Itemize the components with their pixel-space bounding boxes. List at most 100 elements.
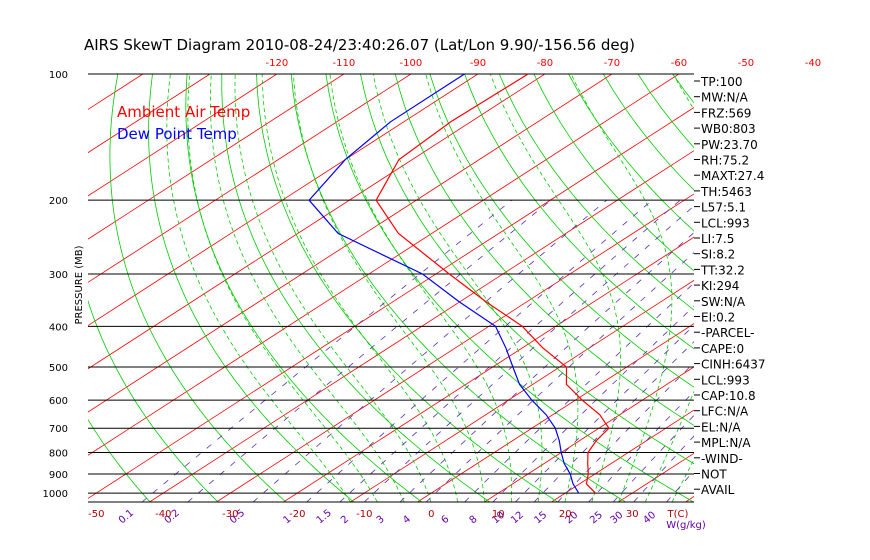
legend: Ambient Air Temp Dew Point Temp (117, 103, 250, 143)
index-value: CAPE:0 (701, 342, 744, 356)
dry-adiabat-line (394, 74, 694, 426)
mixing-ratio-line (363, 205, 694, 502)
isotherm-line (88, 74, 345, 240)
isobar-layer (88, 73, 694, 503)
moist-adiabat-line (644, 74, 694, 502)
top-temp-tick-label: -40 (805, 58, 821, 69)
pressure-tick-label: 200 (49, 196, 68, 207)
dry-adiabat-line (109, 74, 287, 502)
isotherm-line (0, 74, 76, 502)
isotherm-line (820, 74, 870, 502)
grid-layer (0, 74, 870, 502)
mixing-ratio-label: 15 (532, 510, 549, 527)
mixing-ratio-line (339, 199, 681, 502)
top-temp-tick-label: -70 (604, 58, 620, 69)
mixing-ratio-line (492, 305, 694, 502)
index-value: LCL:993 (701, 373, 750, 387)
dry-adiabat-line (777, 74, 870, 502)
isotherm-line (216, 193, 694, 502)
bottom-temp-tick-label: -40 (155, 509, 171, 520)
dry-adiabat-line (360, 74, 694, 465)
moist-adiabat-line (425, 74, 579, 502)
mixing-ratio-line (141, 199, 513, 502)
legend-ambient-air-temp: Ambient Air Temp (117, 103, 250, 121)
moist-adiabat-line (489, 74, 621, 502)
isotherm-line (484, 366, 694, 502)
index-value: NOT (701, 468, 727, 482)
axis-layer: 0.1 0.2 0.5 1 1.5 2 3 4 6 8 10 12 15 20 25 30 4010020030… (43, 58, 822, 531)
index-value: RH:75.2 (701, 154, 749, 168)
temperature-profile-line (375, 74, 610, 494)
mixing-ratio-label: 8 (468, 514, 480, 527)
mixing-ratio-line (633, 435, 694, 502)
top-temp-tick-label: -120 (266, 58, 289, 69)
mixing-ratio-line (464, 282, 694, 502)
y-axis-label: PRESSURE (MB) (74, 245, 85, 324)
bottom-temp-tick-label: -50 (88, 509, 104, 520)
chart-title: AIRS SkewT Diagram 2010-08-24/23:40:26.0… (84, 36, 635, 54)
index-value: TP:100 (700, 75, 743, 89)
pressure-tick-label: 700 (49, 424, 68, 435)
index-value: EI:0.2 (701, 311, 735, 325)
bottom-temp-tick-label: -20 (289, 509, 305, 520)
isotherm-line (88, 74, 546, 370)
index-value: MPL:N/A (701, 436, 751, 450)
mixing-ratio-label: 1 (281, 514, 293, 527)
isotherm-line (88, 107, 694, 499)
dry-adiabat-line (846, 74, 870, 502)
moist-adiabat-line (293, 74, 485, 502)
index-value: LCL:993 (701, 216, 750, 230)
dry-adiabat-line (533, 74, 694, 272)
pressure-tick-label: 100 (49, 70, 68, 81)
isotherm-line (88, 74, 278, 197)
isotherm-line (753, 74, 870, 502)
bottom-temp-tick-label: 10 (492, 509, 505, 520)
pressure-tick-label: 900 (49, 470, 68, 481)
pressure-tick-label: 600 (49, 396, 68, 407)
index-value: EL:N/A (701, 420, 741, 434)
isotherm-line (417, 323, 694, 502)
bottom-temp-tick-label: -30 (222, 509, 238, 520)
moist-adiabat-line (372, 74, 543, 502)
dry-adiabat-line (429, 74, 694, 388)
mixing-ratio-line (187, 199, 552, 502)
isotherm-line (88, 74, 479, 327)
isotherm-line (88, 74, 680, 456)
dry-adiabat-line (498, 74, 694, 311)
temp-unit-label: T(C) (667, 509, 689, 520)
mixing-ratio-line (252, 199, 607, 502)
mixing-ratio-label: 12 (509, 510, 526, 527)
pressure-tick-label: 500 (49, 363, 68, 374)
index-value: SW:N/A (701, 295, 746, 309)
mixing-ratio-label: 30 (609, 510, 626, 527)
dry-adiabat-line (148, 74, 355, 502)
bottom-temp-tick-label: 20 (559, 509, 572, 520)
isotherm-line (350, 279, 694, 502)
bottom-temp-tick-label: -10 (356, 509, 372, 520)
dry-adiabat-line (256, 74, 558, 502)
pressure-tick-label: 800 (49, 449, 68, 460)
dry-adiabat-line (464, 74, 694, 350)
isotherm-line (551, 409, 694, 502)
moist-adiabat-line (261, 74, 459, 502)
dry-adiabat-line (742, 74, 870, 502)
mixing-ratio-label: 0.1 (117, 508, 136, 527)
index-value: LFC:N/A (701, 405, 749, 419)
isotherm-line (283, 236, 694, 502)
mixing-ratio-label: 40 (641, 510, 658, 527)
dry-adiabat-line (185, 74, 423, 502)
mixing-ratio-label: 3 (375, 514, 387, 527)
index-value: -WIND- (701, 452, 743, 466)
isotherm-line (88, 74, 412, 283)
bottom-temp-tick-label: 30 (626, 509, 639, 520)
pressure-tick-label: 400 (49, 322, 68, 333)
index-value: LI:7.5 (701, 232, 734, 246)
top-temp-tick-label: -60 (671, 58, 687, 69)
mixing-ratio-label: 4 (401, 514, 413, 527)
mixing-ratio-line (306, 199, 653, 502)
mixing-ratio-label: 1.5 (315, 508, 334, 527)
moist-adiabat-line (329, 74, 512, 502)
dry-adiabat-line (290, 74, 626, 502)
index-value: MAXT:27.4 (701, 169, 764, 183)
index-value: AVAIL (701, 483, 735, 497)
